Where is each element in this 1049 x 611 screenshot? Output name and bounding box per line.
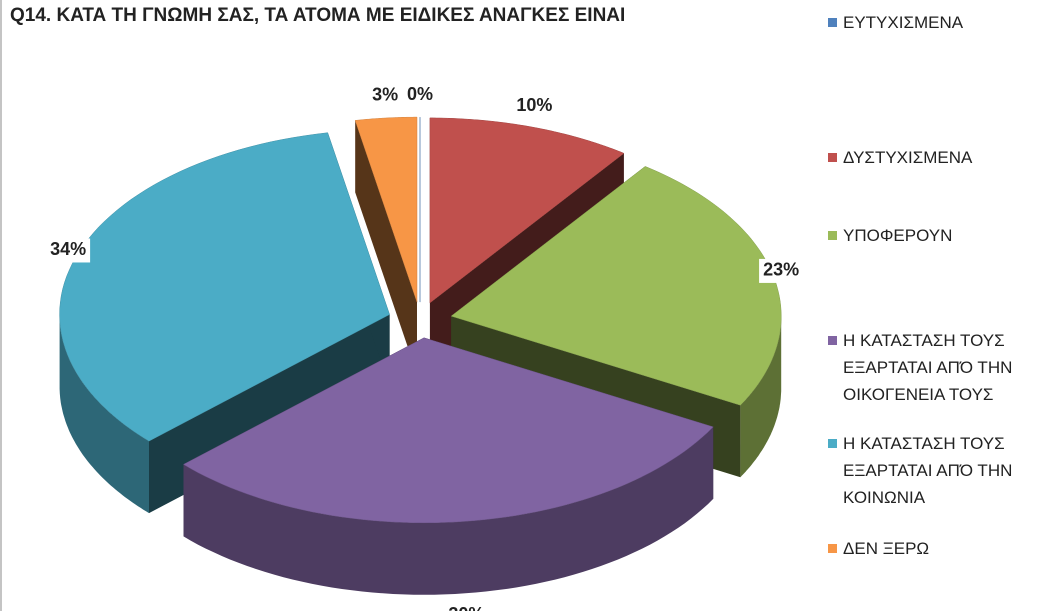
legend-label: ΥΠΟΦΕΡΟΥΝ	[843, 226, 953, 245]
legend-item: Η ΚΑΤΑΣΤΑΣΗ ΤΟΥΣ ΕΞΑΡΤΑΤΑΙ ΑΠΌ ΤΗΝ ΚΟΙΝΩ…	[828, 430, 1048, 511]
data-label: 10%	[516, 95, 552, 115]
legend-item: ΕΥΤΥΧΙΣΜΕΝΑ	[828, 9, 1048, 36]
data-label: 30%	[448, 604, 484, 611]
slice	[354, 116, 418, 303]
legend-swatch	[828, 544, 837, 553]
legend-label: ΔΥΣΤΥΧΙΣΜΕΝΑ	[843, 148, 973, 167]
data-label: 34%	[50, 239, 86, 259]
data-label-bg	[363, 83, 408, 108]
legend-swatch	[828, 231, 837, 240]
slice-side	[740, 316, 782, 478]
legend-item: ΔΥΣΤΥΧΙΣΜΕΝΑ	[828, 144, 1048, 171]
legend-item: ΔΕΝ ΞΕΡΩ	[828, 535, 1048, 562]
legend-swatch	[828, 153, 837, 162]
legend-swatch	[828, 18, 837, 27]
legend-item: Η ΚΑΤΑΣΤΑΣΗ ΤΟΥΣ ΕΞΑΡΤΑΤΑΙ ΑΠΌ ΤΗΝ ΟΙΚΟΓ…	[828, 327, 1048, 408]
data-label-bg	[512, 94, 557, 119]
slice	[182, 337, 714, 524]
slice	[429, 117, 625, 304]
slice-side	[355, 120, 417, 375]
legend-label: Η ΚΑΤΑΣΤΑΣΗ ΤΟΥΣ ΕΞΑΡΤΑΤΑΙ ΑΠΌ ΤΗΝ ΟΙΚΟΓ…	[843, 331, 1013, 404]
legend-label: Η ΚΑΤΑΣΤΑΣΗ ΤΟΥΣ ΕΞΑΡΤΑΤΑΙ ΑΠΌ ΤΗΝ ΚΟΙΝΩ…	[843, 434, 1013, 507]
data-label: 0%	[407, 84, 433, 104]
legend-swatch	[828, 439, 837, 448]
legend-label: ΕΥΤΥΧΙΣΜΕΝΑ	[843, 13, 964, 32]
data-label-bg	[759, 258, 804, 283]
slice-group	[354, 116, 418, 375]
legend-swatch	[828, 336, 837, 345]
chart-title: Q14. ΚΑΤΑ ΤΗ ΓΝΩΜΗ ΣΑΣ, ΤΑ ΑΤΟΜΑ ΜΕ ΕΙΔΙ…	[10, 5, 625, 26]
data-label: 23%	[763, 260, 799, 280]
slice-group	[182, 337, 714, 595]
data-label-bg	[444, 603, 489, 611]
slice-side	[183, 426, 714, 595]
data-label: 3%	[372, 85, 398, 105]
data-label-bg	[46, 238, 91, 263]
slice-group	[59, 132, 390, 514]
slice-side	[59, 314, 149, 514]
legend-item: ΥΠΟΦΕΡΟΥΝ	[828, 222, 1048, 249]
legend-label: ΔΕΝ ΞΕΡΩ	[843, 539, 930, 558]
